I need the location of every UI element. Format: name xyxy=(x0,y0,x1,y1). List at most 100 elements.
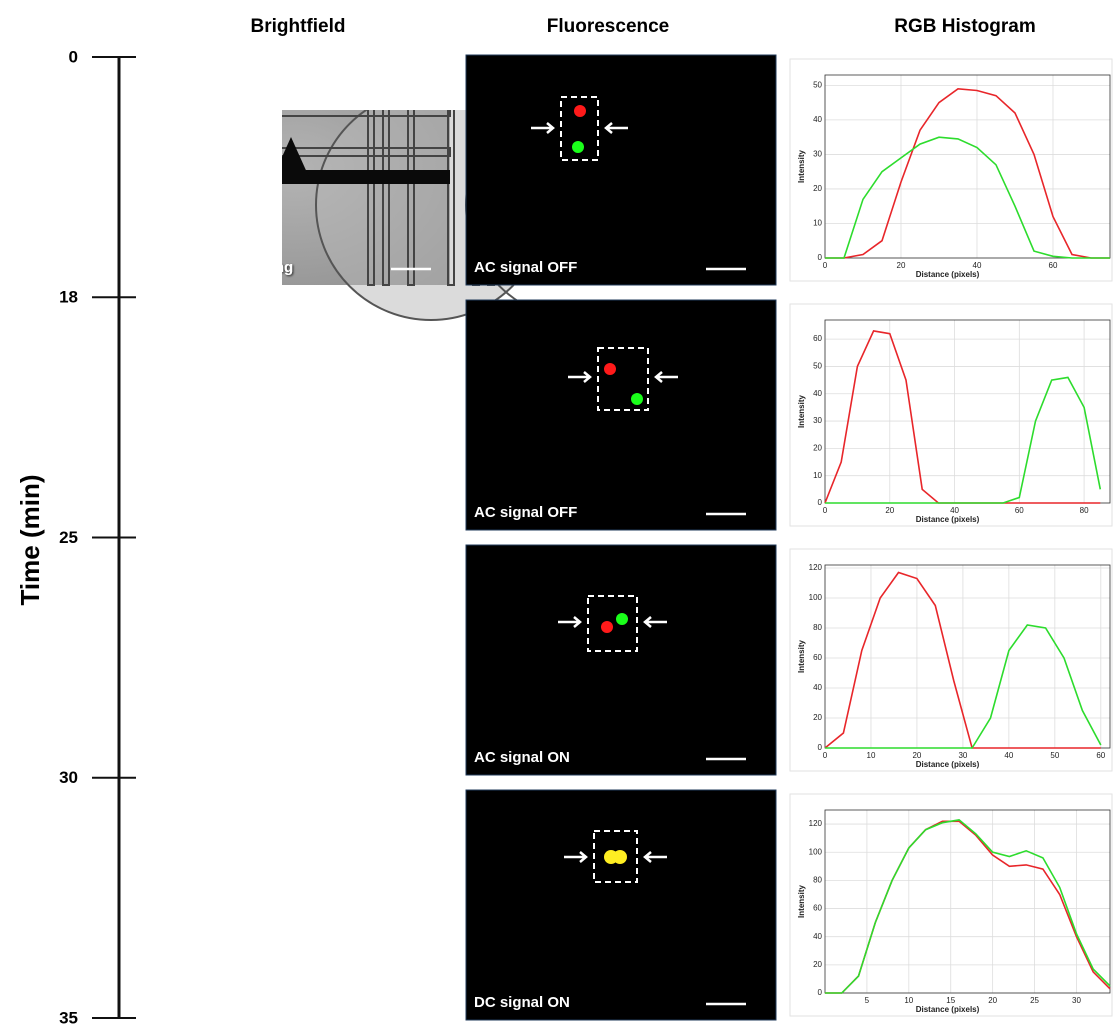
x-tick-label: 0 xyxy=(823,261,828,270)
column-header: Brightfield xyxy=(251,16,346,37)
time-axis-label: Time (min) xyxy=(15,475,45,606)
y-tick-label: 40 xyxy=(813,932,822,941)
channel xyxy=(141,351,450,359)
cell xyxy=(601,621,613,633)
column-header: RGB Histogram xyxy=(894,16,1035,37)
x-tick-label: 10 xyxy=(867,751,876,760)
time-tick-label: 0 xyxy=(69,47,78,66)
electrode xyxy=(141,905,450,919)
x-tick-label: 20 xyxy=(912,751,921,760)
y-tick-label: 20 xyxy=(813,960,822,969)
x-axis-label: Distance (pixels) xyxy=(916,1005,980,1014)
channel xyxy=(423,300,429,530)
column-header: Fluorescence xyxy=(547,16,670,37)
background xyxy=(466,300,776,530)
channel xyxy=(423,545,429,775)
brightfield-label: Step 1: Cell Loading xyxy=(149,259,293,276)
x-tick-label: 10 xyxy=(904,996,913,1005)
background xyxy=(141,790,450,1020)
y-tick-label: 20 xyxy=(813,713,822,722)
brightfield-label: Step 3: Cell pairing xyxy=(149,749,285,766)
channel xyxy=(448,545,454,775)
chart-frame xyxy=(790,304,1112,526)
y-tick-label: 120 xyxy=(809,819,823,828)
y-tick-label: 40 xyxy=(813,683,822,692)
electrode xyxy=(141,323,450,337)
x-tick-label: 60 xyxy=(1096,751,1105,760)
chart-frame xyxy=(790,59,1112,281)
cell xyxy=(574,105,586,117)
channel xyxy=(408,300,414,530)
chamber xyxy=(0,805,126,1026)
cell xyxy=(572,141,584,153)
background xyxy=(466,545,776,775)
fluorescence-image: DC signal ON xyxy=(466,790,776,1020)
x-axis-label: Distance (pixels) xyxy=(916,270,980,279)
background xyxy=(466,790,776,1020)
x-tick-label: 25 xyxy=(1030,996,1039,1005)
y-tick-label: 60 xyxy=(813,653,822,662)
x-tick-label: 50 xyxy=(1050,751,1059,760)
electrode xyxy=(141,660,450,674)
y-tick-label: 0 xyxy=(818,988,823,997)
x-tick-label: 20 xyxy=(988,996,997,1005)
x-tick-label: 0 xyxy=(823,506,828,515)
electrode-tip xyxy=(271,388,307,415)
y-tick-label: 80 xyxy=(813,623,822,632)
y-tick-label: 100 xyxy=(809,593,823,602)
electrode xyxy=(141,568,450,582)
electrode-tip xyxy=(275,880,311,912)
x-tick-label: 30 xyxy=(1072,996,1081,1005)
x-tick-label: 15 xyxy=(946,996,955,1005)
fluorescence-label: AC signal OFF xyxy=(474,259,577,276)
y-tick-label: 30 xyxy=(813,416,822,425)
channel xyxy=(141,596,450,604)
channel xyxy=(141,386,450,394)
figure: Brightfield Fluorescence RGB Histogram T… xyxy=(0,0,1113,1026)
x-tick-label: 5 xyxy=(865,996,870,1005)
time-tick-label: 25 xyxy=(59,528,78,547)
channel xyxy=(448,790,454,1020)
electrode xyxy=(141,408,450,422)
fluorescence-image: AC signal OFF xyxy=(466,55,776,285)
y-axis-label: Intensity xyxy=(797,885,806,918)
background xyxy=(141,545,450,775)
y-tick-label: 20 xyxy=(813,184,822,193)
x-tick-label: 20 xyxy=(897,261,906,270)
channel xyxy=(141,841,450,849)
y-tick-label: 10 xyxy=(813,471,822,480)
x-axis-label: Distance (pixels) xyxy=(916,515,980,524)
fluorescence-label: AC signal OFF xyxy=(474,504,577,521)
fluorescence-label: AC signal ON xyxy=(474,749,570,766)
fluorescence-label: DC signal ON xyxy=(474,994,570,1011)
y-tick-label: 20 xyxy=(813,443,822,452)
y-tick-label: 60 xyxy=(813,904,822,913)
background xyxy=(141,300,450,530)
y-axis-label: Intensity xyxy=(797,395,806,428)
y-tick-label: 50 xyxy=(813,80,822,89)
channel xyxy=(141,638,450,646)
electrode xyxy=(141,813,450,827)
y-tick-label: 50 xyxy=(813,362,822,371)
x-tick-label: 60 xyxy=(1015,506,1024,515)
y-tick-label: 30 xyxy=(813,150,822,159)
x-axis-label: Distance (pixels) xyxy=(916,760,980,769)
channel xyxy=(141,883,450,891)
y-tick-label: 120 xyxy=(809,563,823,572)
time-tick-label: 35 xyxy=(59,1008,78,1026)
y-tick-label: 80 xyxy=(813,875,822,884)
x-tick-label: 40 xyxy=(950,506,959,515)
y-tick-label: 40 xyxy=(813,389,822,398)
cell xyxy=(616,613,628,625)
x-tick-label: 0 xyxy=(823,751,828,760)
x-tick-label: 60 xyxy=(1049,261,1058,270)
cell xyxy=(604,363,616,375)
time-tick-label: 30 xyxy=(59,768,78,787)
x-tick-label: 30 xyxy=(958,751,967,760)
background xyxy=(466,55,776,285)
electrode xyxy=(141,80,450,94)
channel xyxy=(408,545,414,775)
y-axis-label: Intensity xyxy=(797,640,806,673)
y-tick-label: 60 xyxy=(813,334,822,343)
y-tick-label: 100 xyxy=(809,847,823,856)
